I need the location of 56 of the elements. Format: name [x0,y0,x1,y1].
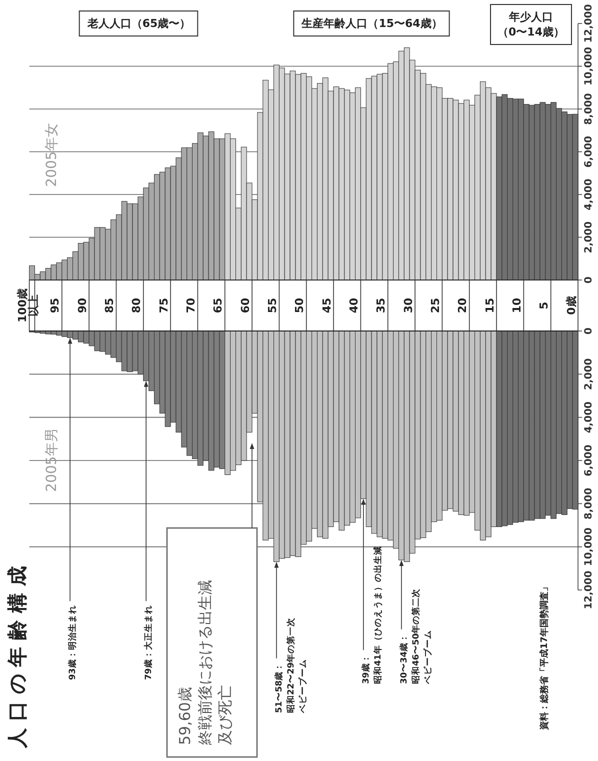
x-tick-label: 15 [483,298,496,314]
x-tick-label: 60 [238,298,252,314]
annotation: 51〜58歳： [273,662,284,713]
x-tick-label: 70 [184,298,198,314]
annotation: 老人人口（65歳〜） [86,17,191,30]
annotation: 昭和41年（ひのえうま）の出生減 [372,546,384,684]
annotation: 93歳：明治生まれ [67,605,78,680]
text: 及び死亡 [216,685,234,745]
text: 人口の年齢構成 [5,559,29,749]
x-tick-label: 80 [130,298,144,314]
x-tick-label: 10 [510,298,524,314]
y-tick-label: 2,000 [584,221,594,254]
y-tick-label: 8,000 [584,488,594,520]
y-tick-label: 0 [584,327,594,334]
x-tick-label: 40 [347,298,360,314]
y-tick-label: 4,000 [584,178,594,210]
text: 昭和22〜29年の第一次 [285,616,296,713]
x-tick-label: 5 [538,302,551,310]
x-tick-label: 50 [293,298,306,314]
text: 2005年女 [44,123,60,187]
y-tick-label: 8,000 [584,93,594,125]
x-tick-label: 90 [76,298,89,314]
x-tick-label: 85 [103,298,116,314]
annotation: 生産年齢人口（15〜64歳） [300,17,442,30]
x-tick-label: 100歳以上 [16,288,40,322]
y-tick-label: 10,000 [584,46,594,86]
y-tick-label: 2,000 [584,358,594,390]
y-tick-label: 6,000 [584,136,594,168]
x-tick-label: 55 [266,298,279,314]
annotation: （0〜14歳） [498,26,564,38]
annotation: 終戦前後における出生減 [196,580,214,746]
text: 59,60歳 [176,687,194,745]
text: 2005年男 [44,428,60,492]
y-tick-label: 6,000 [584,444,594,476]
x-tick-label: 45 [320,298,334,314]
x-tick-label: 30 [402,298,415,314]
y-tick-label: 4,000 [584,401,594,434]
x-tick-label: 25 [428,298,442,314]
annotation: 79歳：大正生まれ [143,605,154,680]
text: ベビーブーム [297,659,308,714]
x-tick-label: 95 [48,298,62,314]
text: ベビーブーム [422,630,434,685]
y-tick-label: 12,000 [584,570,594,610]
x-tick-label: 75 [157,298,170,314]
x-tick-label: 0歳 [564,296,578,315]
x-tick-label: 35 [374,298,388,314]
y-tick-label: 0 [584,276,594,284]
x-tick-label: 20 [456,298,470,314]
y-tick-label: 10,000 [584,528,594,566]
annotation: 年少人口 [508,10,553,24]
x-tick-label: 65 [212,298,225,314]
annotation: 30〜34歳： [398,633,410,684]
y-tick-label: 12,000 [584,4,594,43]
annotation: 資料：総務省「平成17年国勢調査」 [539,582,550,731]
annotation: 39歳： [360,654,372,684]
annotation: 昭和46〜50年の第二次 [410,587,422,684]
